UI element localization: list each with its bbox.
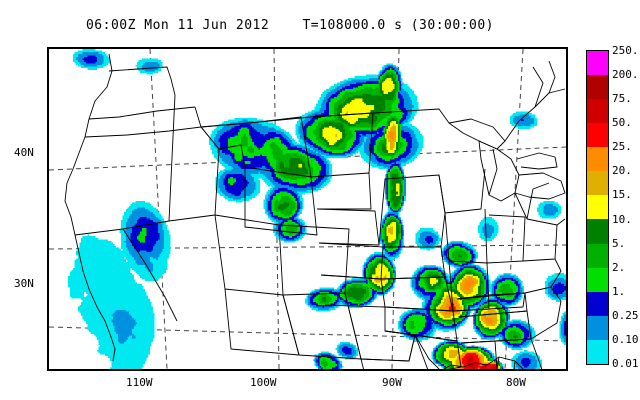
map-canvas: [49, 49, 566, 369]
lat-tick-30n: 30N: [14, 277, 34, 290]
colorbar-band-010: [587, 339, 608, 364]
colorbar-band-75: [587, 99, 608, 124]
page-title: 06:00Z Mon 11 Jun 2012 T=108000.0 s (30:…: [85, 18, 494, 33]
colorbar-band-50: [587, 123, 608, 148]
lon-tick-110w: 110W: [126, 376, 153, 389]
lon-tick-80w: 80W: [506, 376, 526, 389]
colorbar-band-2: [587, 267, 608, 292]
colorbar-tick-25: 25.: [612, 140, 632, 154]
colorbar-tick-75: 75.: [612, 92, 632, 106]
state-borders-layer: [64, 53, 566, 369]
colorbar-tick-20: 20.: [612, 164, 632, 178]
colorbar-band-200: [587, 75, 608, 100]
colorbar-tick-250: 250.: [612, 44, 639, 57]
colorbar-band-10: [587, 219, 608, 244]
colorbar-tick-2: 2.: [612, 260, 626, 274]
lon-tick-100w: 100W: [250, 376, 277, 389]
colorbar-band-025: [587, 315, 608, 340]
colorbar-tick-10: 10.: [612, 212, 632, 226]
colorbar-tick-025: 0.25: [612, 308, 639, 322]
colorbar-tick-15: 15.: [612, 188, 632, 202]
colorbar-band-1: [587, 291, 608, 316]
lon-tick-90w: 90W: [382, 376, 402, 389]
colorbar: [586, 50, 609, 365]
colorbar-tick-5: 5.: [612, 236, 626, 250]
colorbar-band-5: [587, 243, 608, 268]
colorbar-tick-50: 50.: [612, 116, 632, 130]
colorbar-tick-1: 1.: [612, 284, 626, 298]
colorbar-band-20: [587, 171, 608, 196]
colorbar-band-25: [587, 147, 608, 172]
colorbar-band-15: [587, 195, 608, 220]
colorbar-band-250: [587, 51, 608, 76]
colorbar-tick-001: 0.01: [612, 357, 639, 370]
precipitation-layer: [68, 49, 566, 369]
map-plot-frame: [47, 47, 568, 371]
colorbar-tick-010: 0.10: [612, 332, 639, 346]
lat-tick-40n: 40N: [14, 146, 34, 159]
colorbar-tick-200: 200.: [612, 68, 639, 82]
